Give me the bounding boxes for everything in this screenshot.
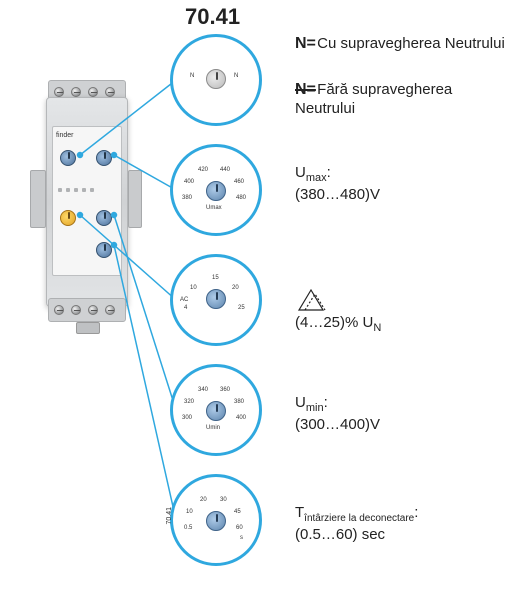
callout-percent: 4 10 15 20 25 AC <box>170 254 262 346</box>
device-terminals-bottom <box>48 298 126 322</box>
scale-delay-3: 30 <box>220 497 227 503</box>
mini-caption-umin: Umin <box>206 425 220 431</box>
desc-umax-range: (380…480)V <box>295 186 380 203</box>
scale-pct-2: 15 <box>212 275 219 281</box>
mini-caption-umax: Umax <box>206 205 222 211</box>
scale-pct-3: 20 <box>232 285 239 291</box>
din-clip-right <box>128 170 142 228</box>
scale-n-left: N <box>190 73 194 79</box>
symbol-n: N= <box>295 34 313 54</box>
desc-umax: Umax: (380…480)V <box>295 164 380 205</box>
mini-dial-umax <box>206 181 226 201</box>
scale-umin-2: 340 <box>198 387 208 393</box>
scale-umin-1: 320 <box>184 399 194 405</box>
dial-umin <box>96 210 112 226</box>
scale-pct-0: 4 <box>184 305 187 311</box>
mini-dial-neutral <box>206 69 226 89</box>
scale-umax-0: 380 <box>182 195 192 201</box>
dial-umax <box>96 150 112 166</box>
dial-percent <box>60 210 76 226</box>
scale-n-right: N <box>234 73 238 79</box>
scale-umax-2: 420 <box>198 167 208 173</box>
scale-delay-2: 20 <box>200 497 207 503</box>
desc-delay: Tîntârziere la deconectare: (0.5…60) sec <box>295 504 505 544</box>
scale-umax-5: 480 <box>236 195 246 201</box>
model-title: 70.41 <box>185 4 240 30</box>
callout-umin: 300 320 340 360 380 400 Umin <box>170 364 262 456</box>
desc-delay-range: (0.5…60) sec <box>295 526 385 543</box>
mini-caption-ac: AC <box>180 297 188 303</box>
desc-umin: Umin: (300…400)V <box>295 394 380 435</box>
desc-umax-label: Umax: <box>295 164 331 181</box>
dial-neutral <box>60 150 76 166</box>
callout-umax: 380 400 420 440 460 480 Umax <box>170 144 262 236</box>
scale-umin-0: 300 <box>182 415 192 421</box>
led-indicators <box>58 188 94 192</box>
scale-umax-3: 440 <box>220 167 230 173</box>
desc-neutral-without: N= Fără supravegherea Neutrului <box>295 80 505 119</box>
desc-neutral-with: N= Cu supravegherea Neutrului <box>295 34 505 54</box>
desc-umin-label: Umin: <box>295 394 328 411</box>
symbol-n-struck: N= <box>295 80 313 100</box>
din-latch <box>76 322 100 334</box>
scale-umax-4: 460 <box>234 179 244 185</box>
mini-dial-percent <box>206 289 226 309</box>
scale-pct-4: 25 <box>238 305 245 311</box>
scale-delay-4: 45 <box>234 509 241 515</box>
device-brand-label: finder <box>56 132 74 139</box>
scale-pct-1: 10 <box>190 285 197 291</box>
scale-umax-1: 400 <box>184 179 194 185</box>
mini-side-7041: 70.41 <box>166 507 173 525</box>
mini-dial-umin <box>206 401 226 421</box>
desc-percent: (4…25)% UN <box>295 284 381 336</box>
scale-umin-3: 360 <box>220 387 230 393</box>
callout-neutral: N N <box>170 34 262 126</box>
scale-umin-4: 380 <box>234 399 244 405</box>
scale-delay-0: 0.5 <box>184 525 192 531</box>
callout-delay: 0.5 10 20 30 45 60 70.41 s <box>170 474 262 566</box>
device-faceplate <box>52 126 122 276</box>
desc-umin-range: (300…400)V <box>295 416 380 433</box>
mini-dial-delay <box>206 511 226 531</box>
mini-delay-unit: s <box>240 535 243 541</box>
triangle-window-icon <box>295 284 329 314</box>
din-clip-left <box>30 170 46 228</box>
desc-percent-range: (4…25)% UN <box>295 314 381 331</box>
device-illustration: finder <box>18 62 158 342</box>
scale-umin-5: 400 <box>236 415 246 421</box>
desc-delay-label: Tîntârziere la deconectare: <box>295 504 418 521</box>
dial-delay <box>96 242 112 258</box>
desc-neutral-with-text: Cu supravegherea Neutrului <box>317 35 505 52</box>
scale-delay-5: 60 <box>236 525 243 531</box>
desc-neutral-without-text: Fără supravegherea Neutrului <box>295 81 452 117</box>
scale-delay-1: 10 <box>186 509 193 515</box>
